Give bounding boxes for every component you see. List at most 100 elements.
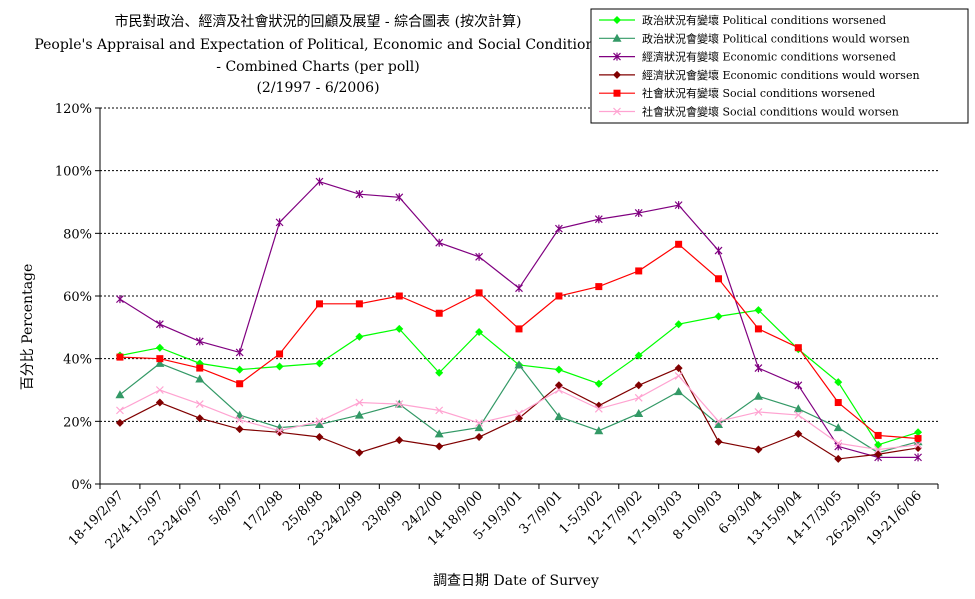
legend-swatch-marker <box>613 70 621 79</box>
y-tick-label: 0% <box>71 478 92 493</box>
legend-label: 政治狀況有變壞 Political conditions worsened <box>642 13 886 27</box>
data-point <box>355 448 364 457</box>
data-point <box>475 252 484 261</box>
x-tick-label: 23/8/99 <box>360 488 406 534</box>
data-point <box>355 398 364 407</box>
legend-swatch-marker <box>613 89 621 97</box>
y-tick-label: 100% <box>55 165 92 180</box>
legend-label: 經濟狀況有變壞 Economic conditions worsened <box>642 50 896 64</box>
data-point <box>714 437 723 446</box>
data-point <box>874 440 883 449</box>
data-point <box>155 320 164 329</box>
legend-label: 社會狀況會變壞 Social conditions would worsen <box>642 105 899 119</box>
data-point <box>554 412 564 421</box>
data-point <box>714 417 723 426</box>
data-point <box>714 419 724 428</box>
data-point <box>354 410 364 419</box>
legend-swatch-marker <box>612 33 622 42</box>
data-point <box>634 208 643 217</box>
data-point <box>435 368 444 377</box>
data-point <box>434 429 444 438</box>
data-point <box>115 418 124 427</box>
data-point <box>794 429 803 438</box>
data-point <box>554 224 563 233</box>
data-point <box>435 442 444 451</box>
data-point <box>874 431 882 439</box>
data-point <box>674 320 683 329</box>
data-point <box>314 419 324 428</box>
data-point <box>116 406 124 415</box>
data-point <box>116 353 124 361</box>
y-tick-label: 40% <box>63 353 92 368</box>
series-2 <box>115 358 923 457</box>
data-point <box>794 411 803 419</box>
legend-label: 經濟狀況會變壞 Economic conditions would worsen <box>642 68 920 82</box>
data-point <box>515 325 523 333</box>
data-point <box>555 292 563 300</box>
data-point <box>914 443 923 452</box>
data-point <box>634 381 643 390</box>
data-point <box>833 423 843 432</box>
data-point <box>235 348 244 357</box>
data-point <box>914 428 923 437</box>
data-point <box>355 190 364 199</box>
plot-area: 0%20%40%60%80%100%120%18-19/2/9722/4-1/5… <box>55 102 939 552</box>
data-point <box>195 374 205 383</box>
legend-entry: 政治狀況會變壞 Political conditions would worse… <box>599 31 910 45</box>
data-point <box>595 283 603 291</box>
data-point <box>834 439 843 448</box>
chart-title-line3: - Combined Charts (per poll) <box>216 59 419 75</box>
data-point <box>834 378 843 387</box>
data-point <box>515 409 523 418</box>
data-point <box>155 386 164 394</box>
data-point <box>914 453 922 462</box>
data-point <box>594 404 603 413</box>
data-point <box>594 426 604 435</box>
data-point <box>475 328 484 337</box>
data-point <box>395 436 404 445</box>
data-point <box>475 433 484 441</box>
legend-label: 社會狀況有變壞 Social conditions worsened <box>642 86 875 100</box>
legend-entry: 社會狀況有變壞 Social conditions worsened <box>599 86 875 100</box>
data-point <box>715 275 723 283</box>
chart-title-line1: 市民對政治、經濟及社會狀況的回顧及展望 - 綜合圖表 (按次計算) <box>114 13 521 30</box>
data-point <box>674 371 683 380</box>
data-point <box>674 364 683 373</box>
data-point <box>675 240 683 248</box>
data-point <box>355 300 363 308</box>
legend-swatch-marker <box>613 107 621 116</box>
data-point <box>674 201 683 210</box>
data-point <box>794 381 803 390</box>
data-point <box>914 435 922 443</box>
y-tick-label: 80% <box>63 227 92 242</box>
data-point <box>874 445 883 454</box>
data-point <box>475 418 484 427</box>
data-point <box>235 410 245 419</box>
data-point <box>635 267 643 275</box>
data-point <box>315 417 324 426</box>
legend-entry: 經濟狀況有變壞 Economic conditions worsened <box>599 50 896 64</box>
data-point <box>554 386 563 394</box>
data-point <box>634 351 643 360</box>
data-point <box>435 309 443 317</box>
legend-box <box>590 8 969 124</box>
data-point <box>594 379 603 388</box>
data-point <box>634 409 644 417</box>
data-point <box>155 358 165 367</box>
data-point <box>155 343 164 352</box>
data-point <box>714 246 723 255</box>
data-point <box>435 238 444 247</box>
data-point <box>395 193 404 202</box>
legend-swatch-marker <box>613 16 621 24</box>
data-point <box>235 365 244 374</box>
data-point <box>475 289 483 297</box>
data-point <box>714 312 723 321</box>
series-5 <box>116 240 922 443</box>
chart-title: 市民對政治、經濟及社會狀況的回顧及展望 - 綜合圖表 (按次計算) People… <box>34 13 601 96</box>
y-tick-label: 120% <box>55 102 92 117</box>
legend-entry: 經濟狀況會變壞 Economic conditions would worsen <box>599 68 920 82</box>
data-point <box>754 364 763 373</box>
x-axis-label: 調查日期 Date of Survey <box>433 573 599 589</box>
data-point <box>155 398 164 407</box>
